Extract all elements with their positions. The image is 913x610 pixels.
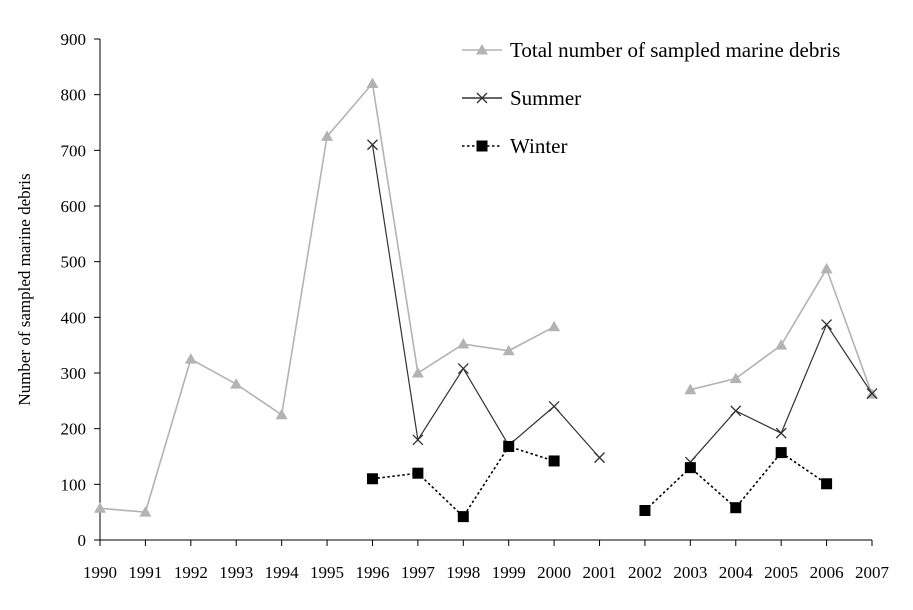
- y-tick-label: 400: [61, 308, 87, 327]
- series-layer: [94, 77, 878, 523]
- data-point: [503, 440, 515, 452]
- series-line: [371, 144, 600, 459]
- x-tick-label: 1996: [355, 563, 389, 582]
- y-tick-label: 700: [61, 141, 87, 160]
- data-point: [684, 383, 697, 395]
- y-tick-label: 300: [61, 364, 87, 383]
- data-point: [139, 506, 152, 517]
- legend-swatch-marker: [476, 92, 488, 104]
- data-point: [366, 473, 378, 485]
- data-point: [411, 367, 424, 378]
- series-line: [690, 267, 873, 395]
- data-point: [366, 77, 379, 89]
- legend-item: Total number of sampled marine debris: [462, 38, 840, 62]
- x-tick-label: 2007: [855, 563, 890, 582]
- y-axis-title: Number of sampled marine debris: [15, 173, 34, 405]
- data-point: [729, 372, 742, 384]
- x-tick-label: 1993: [219, 563, 253, 582]
- data-point: [730, 405, 742, 417]
- y-axis-ticks: 0 100 200 300 400 500 600 700 800 900: [61, 30, 100, 550]
- x-tick-label: 2001: [583, 563, 617, 582]
- data-point: [367, 139, 378, 151]
- data-point: [412, 467, 424, 479]
- y-tick-label: 200: [61, 420, 87, 439]
- axes: [99, 39, 872, 541]
- data-point: [457, 511, 469, 523]
- data-point: [820, 262, 833, 274]
- data-point: [775, 339, 788, 350]
- legend-label: Winter: [510, 134, 567, 158]
- y-tick-label: 600: [61, 197, 87, 216]
- data-point: [548, 455, 560, 467]
- y-tick-label: 800: [61, 86, 87, 105]
- data-point: [457, 363, 469, 375]
- legend-item: Winter: [462, 134, 567, 158]
- series-2: [367, 139, 878, 468]
- x-tick-label: 1998: [446, 563, 480, 582]
- y-tick-label: 100: [61, 475, 87, 494]
- x-tick-label: 1997: [401, 563, 436, 582]
- x-tick-label: 1995: [310, 563, 344, 582]
- legend-item: Summer: [462, 86, 581, 110]
- legend-swatch-marker: [476, 44, 488, 55]
- data-point: [230, 378, 243, 389]
- legend: Total number of sampled marine debris Sum…: [462, 38, 840, 158]
- x-tick-label: 1999: [492, 563, 526, 582]
- x-tick-label: 1992: [174, 563, 208, 582]
- x-tick-label: 1991: [128, 563, 162, 582]
- x-axis-ticks: 1990 1991 1992 1993 1994 1995 1996 1997 1998 1999…: [83, 540, 890, 582]
- x-tick-label: 2005: [764, 563, 798, 582]
- data-point: [821, 319, 833, 331]
- series-1: [94, 77, 878, 517]
- data-point: [594, 452, 605, 464]
- y-tick-label: 0: [78, 531, 87, 550]
- data-point: [94, 502, 106, 513]
- x-tick-label: 2000: [537, 563, 571, 582]
- data-point: [775, 427, 787, 439]
- legend-label: Total number of sampled marine debris: [510, 38, 840, 62]
- series-line: [372, 445, 555, 518]
- legend-label: Summer: [510, 86, 581, 110]
- x-tick-label: 2004: [719, 563, 754, 582]
- x-tick-label: 1994: [265, 563, 300, 582]
- series-3: [366, 440, 833, 523]
- data-point: [502, 344, 515, 356]
- x-tick-label: 2006: [810, 563, 844, 582]
- data-point: [639, 504, 651, 516]
- data-point: [866, 388, 878, 400]
- data-point: [184, 353, 197, 364]
- data-point: [775, 447, 787, 459]
- data-point: [412, 434, 424, 446]
- data-point: [684, 462, 696, 474]
- x-tick-label: 2003: [673, 563, 707, 582]
- data-point: [548, 320, 561, 332]
- legend-swatch-marker: [476, 140, 488, 152]
- x-tick-label: 2002: [628, 563, 662, 582]
- data-point: [275, 408, 288, 420]
- data-point: [821, 478, 833, 490]
- y-tick-label: 500: [61, 253, 87, 272]
- x-tick-label: 1990: [83, 563, 117, 582]
- data-point: [457, 338, 470, 349]
- data-point: [321, 130, 334, 141]
- series-line: [644, 451, 828, 512]
- data-point: [548, 400, 560, 412]
- y-tick-label: 900: [61, 30, 87, 49]
- data-point: [730, 502, 742, 514]
